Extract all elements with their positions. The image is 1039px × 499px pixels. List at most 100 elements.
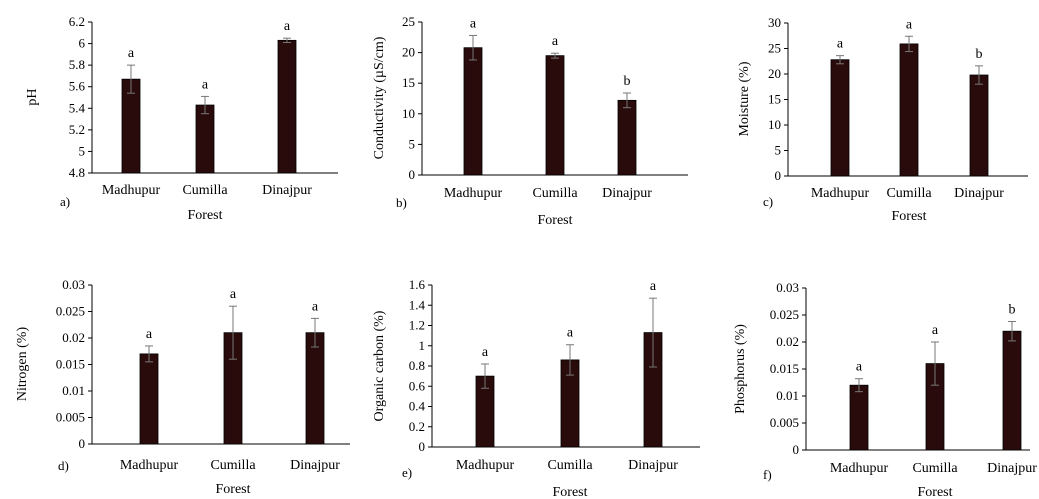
y-tick-label: 0.8 [409,358,425,373]
significance-letter: a [128,46,135,61]
chart-panel-3: 30 25 20 15 10 5 0 Moisture (%) a Madhupur a Cumill… [737,15,1028,224]
significance-letter: a [567,326,574,341]
y-tick-label: 0 [419,439,426,454]
significance-letter: a [650,279,657,294]
y-tick-label: 5.8 [69,57,85,72]
significance-letter: a [856,360,863,375]
y-tick-label: 25 [402,14,415,29]
panel-label: a) [60,194,70,209]
chart-panel-5: 1.6 1.4 1.2 1 0.8 0.6 0.4 0.2 0 Organic carbon (%… [372,277,700,499]
y-tick-label: 0 [409,167,416,182]
x-axis-title: Forest [188,208,223,223]
x-category-label: Madhupur [811,186,870,201]
chart-panel-6: 0.03 0.025 0.02 0.015 0.01 0.005 0 Phosphorus (… [733,280,1037,499]
y-axis-title: Organic carbon (%) [372,310,387,421]
x-category-label: Madhupur [456,458,515,473]
bar [545,55,565,176]
y-axis-title: Conductivity (µS/cm) [372,36,387,159]
significance-letter: a [202,77,209,92]
x-category-label: Dinajpur [602,186,652,201]
y-tick-label: 5 [79,143,86,158]
chart-panel-2: 25 20 15 10 5 0 Conductivity (µS/cm) a Madhupur a… [372,14,688,228]
significance-letter: a [932,323,939,338]
bar [830,59,850,177]
panel-label: e) [402,465,412,480]
x-category-label: Dinajpur [954,186,1004,201]
x-category-label: Dinajpur [262,183,312,198]
significance-letter: a [312,299,319,314]
y-tick-label: 30 [768,15,781,30]
y-tick-label: 10 [402,106,415,121]
x-axis-title: Forest [538,213,573,228]
x-category-label: Cumilla [886,186,932,201]
y-tick-label: 0 [775,168,782,183]
y-tick-label: 0.025 [770,307,799,322]
bar [899,43,919,177]
x-axis-title: Forest [892,209,927,224]
significance-letter: b [1009,302,1016,317]
x-axis-title: Forest [918,485,953,499]
bar [617,99,637,176]
significance-letter: a [470,16,477,31]
y-tick-label: 20 [768,66,781,81]
y-tick-label: 10 [768,117,781,132]
y-tick-label: 25 [768,41,781,56]
y-tick-label: 5.4 [69,100,86,115]
chart-panel-4: 0.03 0.025 0.02 0.015 0.01 0.005 0 Nitrogen (%)… [15,277,350,497]
y-tick-label: 0 [79,436,86,451]
x-category-label: Dinajpur [628,458,678,473]
y-tick-label: 0.01 [776,388,799,403]
bar [969,74,989,177]
bar [1002,330,1022,451]
y-tick-label: 0.025 [56,304,85,319]
significance-letter: a [482,345,489,360]
y-tick-label: 1.4 [409,297,426,312]
significance-letter: a [230,287,237,302]
chart-panel-1: 6.2 6 5.8 5.6 5.4 5.2 5 4.8 pH a Madhupur a Cumilla a… [25,14,338,223]
significance-letter: a [837,37,844,52]
y-tick-label: 6.2 [69,14,85,29]
y-tick-label: 1 [419,338,426,353]
y-tick-label: 0.015 [770,361,799,376]
y-axis-title: Nitrogen (%) [15,327,30,402]
significance-letter: a [146,327,153,342]
x-category-label: Madhupur [444,186,503,201]
bar [305,332,325,445]
x-category-label: Cumilla [547,458,593,473]
y-tick-label: 4.8 [69,165,85,180]
y-tick-label: 0.6 [409,378,426,393]
y-tick-label: 15 [768,92,781,107]
y-tick-label: 1.2 [409,318,425,333]
y-tick-label: 5.2 [69,122,85,137]
y-tick-label: 1.6 [409,277,426,292]
y-axis-title: Moisture (%) [737,61,752,136]
y-tick-label: 0.02 [776,334,799,349]
panel-label: b) [396,195,407,210]
x-category-label: Madhupur [830,461,889,476]
panel-label: c) [763,194,773,209]
bar [139,353,159,445]
y-tick-label: 0.005 [56,410,85,425]
y-tick-label: 5 [775,143,782,158]
y-tick-label: 5.6 [69,79,86,94]
panel-label: d) [58,458,69,473]
significance-letter: a [284,19,291,34]
y-tick-label: 0.4 [409,399,426,414]
x-category-label: Cumilla [182,183,228,198]
x-category-label: Dinajpur [290,458,340,473]
y-tick-label: 6 [79,36,86,51]
y-axis-title: pH [25,88,40,105]
significance-letter: a [906,17,913,32]
y-tick-label: 15 [402,75,415,90]
bar [463,47,483,176]
significance-letter: a [552,34,559,49]
y-tick-label: 0.03 [62,277,85,292]
x-category-label: Cumilla [532,186,578,201]
y-tick-label: 0.02 [62,330,85,345]
significance-letter: b [624,74,631,89]
x-axis-title: Forest [216,482,251,497]
bar [849,384,869,451]
x-axis-title: Forest [553,485,588,499]
y-tick-label: 20 [402,45,415,60]
